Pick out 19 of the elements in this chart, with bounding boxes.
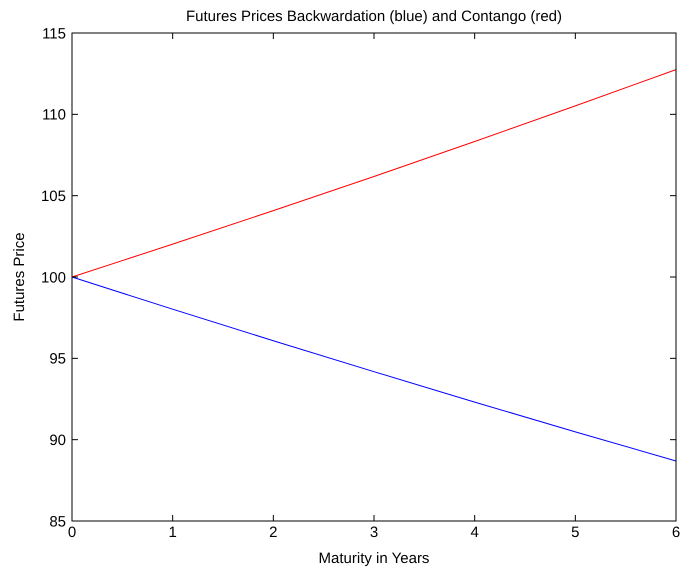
line-series bbox=[72, 69, 676, 278]
y-tick-label: 90 bbox=[49, 432, 66, 449]
x-tick-label: 5 bbox=[571, 524, 580, 541]
x-tick-label: 4 bbox=[470, 524, 479, 541]
chart-title: Futures Prices Backwardation (blue) and Contango (red) bbox=[186, 8, 562, 25]
x-axis-title: Maturity in Years bbox=[318, 550, 430, 567]
y-tick-label: 85 bbox=[49, 513, 66, 530]
x-tick-label: 0 bbox=[68, 524, 76, 541]
x-tick-label: 2 bbox=[269, 524, 278, 541]
y-axis-title: Futures Price bbox=[11, 232, 28, 322]
x-tick-label: 3 bbox=[370, 524, 378, 541]
y-tick-label: 105 bbox=[40, 188, 66, 205]
line-series bbox=[72, 276, 676, 462]
y-tick-label: 115 bbox=[42, 25, 66, 42]
y-tick-label: 110 bbox=[42, 106, 66, 124]
y-tick-label: 100 bbox=[40, 269, 66, 286]
x-tick-label: 6 bbox=[672, 524, 680, 541]
y-tick-label: 95 bbox=[49, 350, 66, 368]
x-tick-label: 1 bbox=[168, 524, 177, 541]
